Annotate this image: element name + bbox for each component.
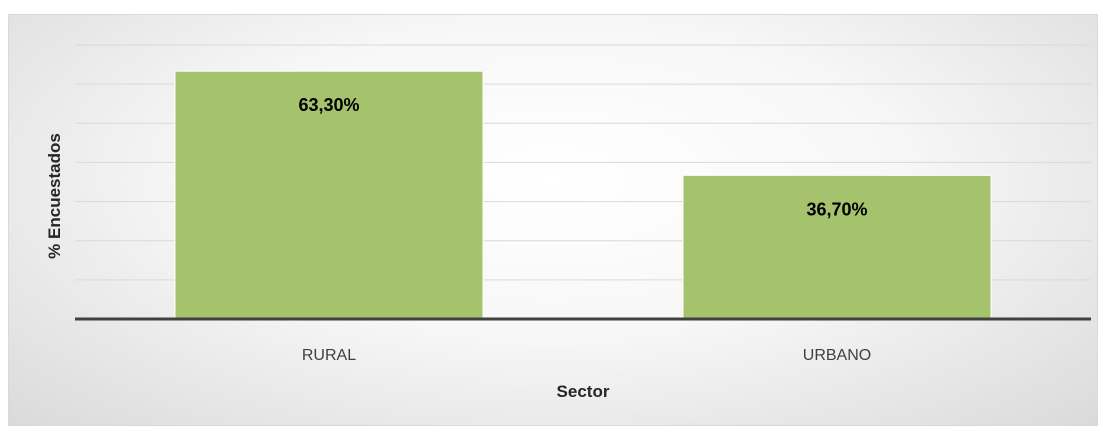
- bar-chart: 63,30% RURAL 36,70% URBANO Sector % Encuest…: [45, 44, 1091, 401]
- x-tick-label-urbano: URBANO: [803, 347, 871, 364]
- data-label-rural: 63,30%: [298, 95, 359, 115]
- labels: 63,30% RURAL 36,70% URBANO: [298, 95, 871, 364]
- y-axis-title: % Encuestados: [45, 133, 64, 259]
- chart-area: 63,30% RURAL 36,70% URBANO Sector % Encuest…: [8, 14, 1098, 426]
- x-axis-title: Sector: [557, 382, 610, 401]
- x-tick-label-rural: RURAL: [302, 347, 356, 364]
- bar-urbano: [682, 174, 992, 320]
- bars: [174, 70, 992, 320]
- data-label-urbano: 36,70%: [806, 199, 867, 219]
